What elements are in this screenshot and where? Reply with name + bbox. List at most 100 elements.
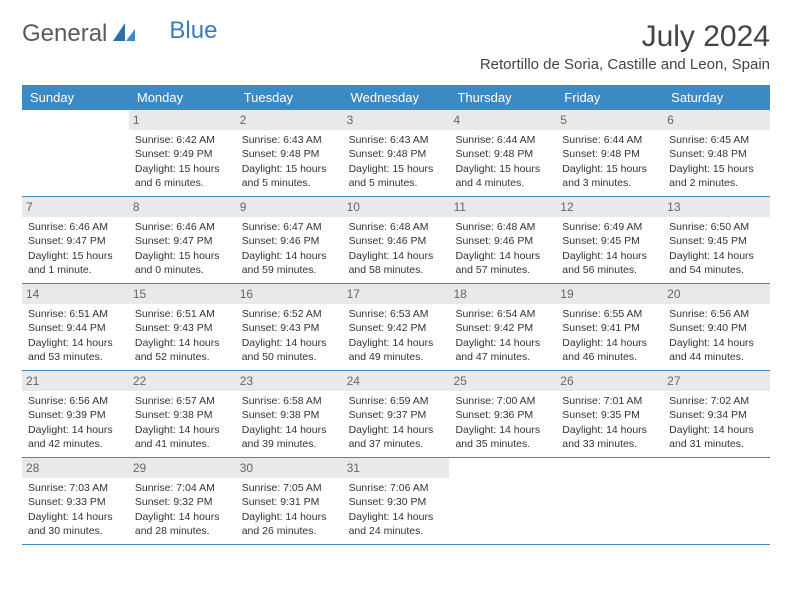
day-cell: 20Sunrise: 6:56 AMSunset: 9:40 PMDayligh… [663, 284, 770, 370]
day-number: 4 [449, 110, 556, 130]
weekday-header: Sunday [22, 85, 129, 110]
week-row: 7Sunrise: 6:46 AMSunset: 9:47 PMDaylight… [22, 197, 770, 284]
day-number: 8 [129, 197, 236, 217]
sunrise-text: Sunrise: 6:44 AM [562, 133, 657, 147]
day-number: 5 [556, 110, 663, 130]
sunset-text: Sunset: 9:43 PM [135, 321, 230, 335]
day-cell: 10Sunrise: 6:48 AMSunset: 9:46 PMDayligh… [343, 197, 450, 283]
daylight-text: Daylight: 14 hours and 58 minutes. [349, 249, 444, 277]
daylight-text: Daylight: 14 hours and 46 minutes. [562, 336, 657, 364]
day-cell: 13Sunrise: 6:50 AMSunset: 9:45 PMDayligh… [663, 197, 770, 283]
day-cell: 1Sunrise: 6:42 AMSunset: 9:49 PMDaylight… [129, 110, 236, 196]
day-number: 15 [129, 284, 236, 304]
week-row: 21Sunrise: 6:56 AMSunset: 9:39 PMDayligh… [22, 371, 770, 458]
sunrise-text: Sunrise: 7:04 AM [135, 481, 230, 495]
sunset-text: Sunset: 9:37 PM [349, 408, 444, 422]
sunset-text: Sunset: 9:35 PM [562, 408, 657, 422]
day-cell: 28Sunrise: 7:03 AMSunset: 9:33 PMDayligh… [22, 458, 129, 544]
weekday-header: Saturday [663, 85, 770, 110]
week-row: 1Sunrise: 6:42 AMSunset: 9:49 PMDaylight… [22, 110, 770, 197]
day-cell: 9Sunrise: 6:47 AMSunset: 9:46 PMDaylight… [236, 197, 343, 283]
day-cell: 27Sunrise: 7:02 AMSunset: 9:34 PMDayligh… [663, 371, 770, 457]
day-number: 2 [236, 110, 343, 130]
day-cell: 23Sunrise: 6:58 AMSunset: 9:38 PMDayligh… [236, 371, 343, 457]
day-cell: 19Sunrise: 6:55 AMSunset: 9:41 PMDayligh… [556, 284, 663, 370]
day-cell: 22Sunrise: 6:57 AMSunset: 9:38 PMDayligh… [129, 371, 236, 457]
day-number: 18 [449, 284, 556, 304]
day-number: 24 [343, 371, 450, 391]
day-cell [22, 110, 129, 196]
sunset-text: Sunset: 9:38 PM [135, 408, 230, 422]
sunset-text: Sunset: 9:45 PM [562, 234, 657, 248]
sunrise-text: Sunrise: 6:43 AM [242, 133, 337, 147]
daylight-text: Daylight: 14 hours and 31 minutes. [669, 423, 764, 451]
daylight-text: Daylight: 14 hours and 28 minutes. [135, 510, 230, 538]
sunrise-text: Sunrise: 6:45 AM [669, 133, 764, 147]
day-number: 12 [556, 197, 663, 217]
daylight-text: Daylight: 15 hours and 6 minutes. [135, 162, 230, 190]
day-number: 30 [236, 458, 343, 478]
day-cell: 18Sunrise: 6:54 AMSunset: 9:42 PMDayligh… [449, 284, 556, 370]
sunrise-text: Sunrise: 6:58 AM [242, 394, 337, 408]
day-cell: 24Sunrise: 6:59 AMSunset: 9:37 PMDayligh… [343, 371, 450, 457]
sunset-text: Sunset: 9:30 PM [349, 495, 444, 509]
day-cell: 4Sunrise: 6:44 AMSunset: 9:48 PMDaylight… [449, 110, 556, 196]
sunset-text: Sunset: 9:42 PM [455, 321, 550, 335]
sunset-text: Sunset: 9:41 PM [562, 321, 657, 335]
day-number: 17 [343, 284, 450, 304]
calendar-table: Sunday Monday Tuesday Wednesday Thursday… [22, 85, 770, 545]
daylight-text: Daylight: 14 hours and 44 minutes. [669, 336, 764, 364]
weekday-header: Monday [129, 85, 236, 110]
day-number: 11 [449, 197, 556, 217]
sunrise-text: Sunrise: 6:44 AM [455, 133, 550, 147]
sunrise-text: Sunrise: 7:06 AM [349, 481, 444, 495]
weekday-header: Wednesday [343, 85, 450, 110]
daylight-text: Daylight: 14 hours and 35 minutes. [455, 423, 550, 451]
sunset-text: Sunset: 9:44 PM [28, 321, 123, 335]
daylight-text: Daylight: 14 hours and 39 minutes. [242, 423, 337, 451]
daylight-text: Daylight: 15 hours and 3 minutes. [562, 162, 657, 190]
sunset-text: Sunset: 9:33 PM [28, 495, 123, 509]
daylight-text: Daylight: 14 hours and 24 minutes. [349, 510, 444, 538]
sunrise-text: Sunrise: 6:48 AM [349, 220, 444, 234]
daylight-text: Daylight: 14 hours and 57 minutes. [455, 249, 550, 277]
day-cell: 29Sunrise: 7:04 AMSunset: 9:32 PMDayligh… [129, 458, 236, 544]
day-number: 22 [129, 371, 236, 391]
sunrise-text: Sunrise: 6:48 AM [455, 220, 550, 234]
sunset-text: Sunset: 9:32 PM [135, 495, 230, 509]
sunset-text: Sunset: 9:48 PM [349, 147, 444, 161]
daylight-text: Daylight: 14 hours and 53 minutes. [28, 336, 123, 364]
daylight-text: Daylight: 14 hours and 41 minutes. [135, 423, 230, 451]
weekday-header-row: Sunday Monday Tuesday Wednesday Thursday… [22, 85, 770, 110]
sunrise-text: Sunrise: 6:54 AM [455, 307, 550, 321]
location-subtitle: Retortillo de Soria, Castille and Leon, … [480, 56, 770, 73]
sunset-text: Sunset: 9:45 PM [669, 234, 764, 248]
day-cell: 30Sunrise: 7:05 AMSunset: 9:31 PMDayligh… [236, 458, 343, 544]
logo-text-blue: Blue [169, 17, 217, 45]
sunrise-text: Sunrise: 6:43 AM [349, 133, 444, 147]
day-number: 27 [663, 371, 770, 391]
day-number: 31 [343, 458, 450, 478]
sunrise-text: Sunrise: 6:46 AM [28, 220, 123, 234]
day-number: 25 [449, 371, 556, 391]
daylight-text: Daylight: 15 hours and 5 minutes. [242, 162, 337, 190]
weekday-header: Thursday [449, 85, 556, 110]
sunrise-text: Sunrise: 7:05 AM [242, 481, 337, 495]
sunrise-text: Sunrise: 6:56 AM [28, 394, 123, 408]
sunset-text: Sunset: 9:42 PM [349, 321, 444, 335]
day-cell: 7Sunrise: 6:46 AMSunset: 9:47 PMDaylight… [22, 197, 129, 283]
day-cell: 21Sunrise: 6:56 AMSunset: 9:39 PMDayligh… [22, 371, 129, 457]
day-number: 10 [343, 197, 450, 217]
daylight-text: Daylight: 14 hours and 33 minutes. [562, 423, 657, 451]
sunrise-text: Sunrise: 6:49 AM [562, 220, 657, 234]
sunrise-text: Sunrise: 6:51 AM [28, 307, 123, 321]
logo-text-general: General [22, 20, 107, 48]
month-title: July 2024 [480, 20, 770, 54]
sunset-text: Sunset: 9:39 PM [28, 408, 123, 422]
sunset-text: Sunset: 9:38 PM [242, 408, 337, 422]
daylight-text: Daylight: 14 hours and 50 minutes. [242, 336, 337, 364]
daylight-text: Daylight: 14 hours and 54 minutes. [669, 249, 764, 277]
day-number: 7 [22, 197, 129, 217]
day-number: 6 [663, 110, 770, 130]
daylight-text: Daylight: 14 hours and 37 minutes. [349, 423, 444, 451]
